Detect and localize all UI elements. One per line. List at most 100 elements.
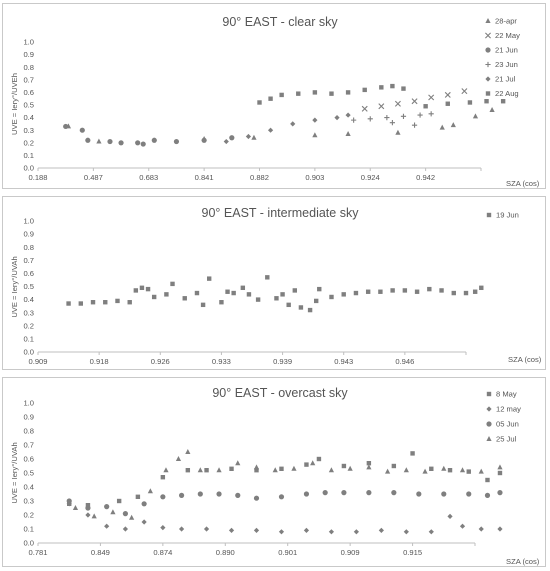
data-point [314,298,319,304]
data-point [133,288,139,293]
data-point [379,85,384,90]
y-tick-label: 0.9 [23,230,34,239]
data-point [484,492,491,498]
data-point [240,285,246,291]
y-tick-label: 0.1 [23,335,34,344]
data-point [139,285,145,291]
data-point [173,138,180,145]
y-tick-label: 0.4 [23,113,34,122]
x-tick-label: 0.915 [403,548,422,557]
data-point [66,301,71,306]
y-tick-label: 0.0 [23,539,34,548]
data-point [96,138,102,144]
data-point [127,300,132,305]
data-point [345,112,351,118]
x-axis-label: SZA (cos) [506,179,540,188]
data-point [341,490,347,496]
data-point [401,86,406,91]
data-point [429,466,434,471]
x-axis-label: SZA (cos) [508,355,542,364]
data-point [265,275,270,280]
data-point [204,468,209,473]
series-25-jul [72,449,503,520]
data-point [497,490,503,496]
data-point [178,492,185,498]
data-point [341,292,346,297]
data-point [463,290,469,296]
data-point [378,289,383,294]
y-tick-label: 0.2 [23,321,34,330]
data-point [366,490,372,496]
data-point [207,276,212,281]
data-point [110,509,116,515]
x-tick-label: 0.874 [153,548,172,557]
data-point [467,100,473,105]
x-tick-label: 0.890 [216,548,235,557]
data-point [479,285,484,291]
data-point [445,101,450,106]
chart-title: 90° EAST - clear sky [222,15,338,29]
x-tick-label: 0.939 [273,357,292,366]
data-point [280,292,285,297]
y-axis-label: UVE = Iery°/UVAh [10,256,19,317]
x-tick-label: 0.901 [278,548,297,557]
data-point [328,529,335,535]
x-tick-label: 0.943 [334,357,353,366]
data-point [219,300,224,305]
data-point [291,465,297,471]
x-tick-label: 0.188 [28,173,47,182]
y-tick-label: 0.7 [23,75,34,84]
data-point [447,513,453,519]
data-point [411,98,418,105]
data-point [147,488,153,494]
legend-entry: 19 Jun [496,211,519,220]
data-point [428,94,435,101]
data-point [497,470,503,476]
y-tick-label: 0.3 [23,308,34,317]
data-point [141,501,147,507]
data-point [353,290,359,296]
data-point [389,120,395,126]
data-point [497,464,503,470]
data-point [216,467,222,473]
data-point [441,491,447,497]
data-point [472,289,478,294]
x-tick-label: 0.924 [361,173,380,182]
data-point [279,92,284,98]
data-point [292,288,297,293]
data-point [391,490,397,496]
y-tick-label: 0.9 [23,413,34,422]
data-point [390,83,395,89]
data-point [416,491,422,497]
data-point [104,504,110,510]
data-point [378,527,384,533]
legend-entry: 28-apr [495,17,517,26]
data-point [203,526,210,532]
legend-marker [485,61,491,68]
data-point [303,527,310,533]
legend-marker [485,47,491,53]
series-21-jul [223,112,351,145]
data-point [484,99,489,104]
intermediate-sky-chart-panel: 90° EAST - intermediate sky UVE = Iery°/U… [2,196,546,370]
data-point [290,121,296,127]
data-point [216,491,222,497]
x-tick-label: 0.882 [250,173,269,182]
data-point [141,519,147,525]
data-point [466,469,471,474]
data-point [164,292,169,297]
y-tick-label: 0.5 [23,282,34,291]
y-tick-label: 0.1 [23,151,34,160]
data-point [151,137,157,143]
x-tick-label: 0.942 [416,173,435,182]
data-point [145,286,151,292]
data-point [251,134,257,140]
data-point [427,286,432,292]
y-tick-label: 1.0 [23,217,34,226]
data-point [402,288,408,293]
y-tick-label: 0.8 [23,63,34,72]
data-point [122,526,128,532]
y-tick-label: 1.0 [23,38,34,47]
y-tick-label: 0.7 [23,256,34,265]
data-point [322,490,328,496]
